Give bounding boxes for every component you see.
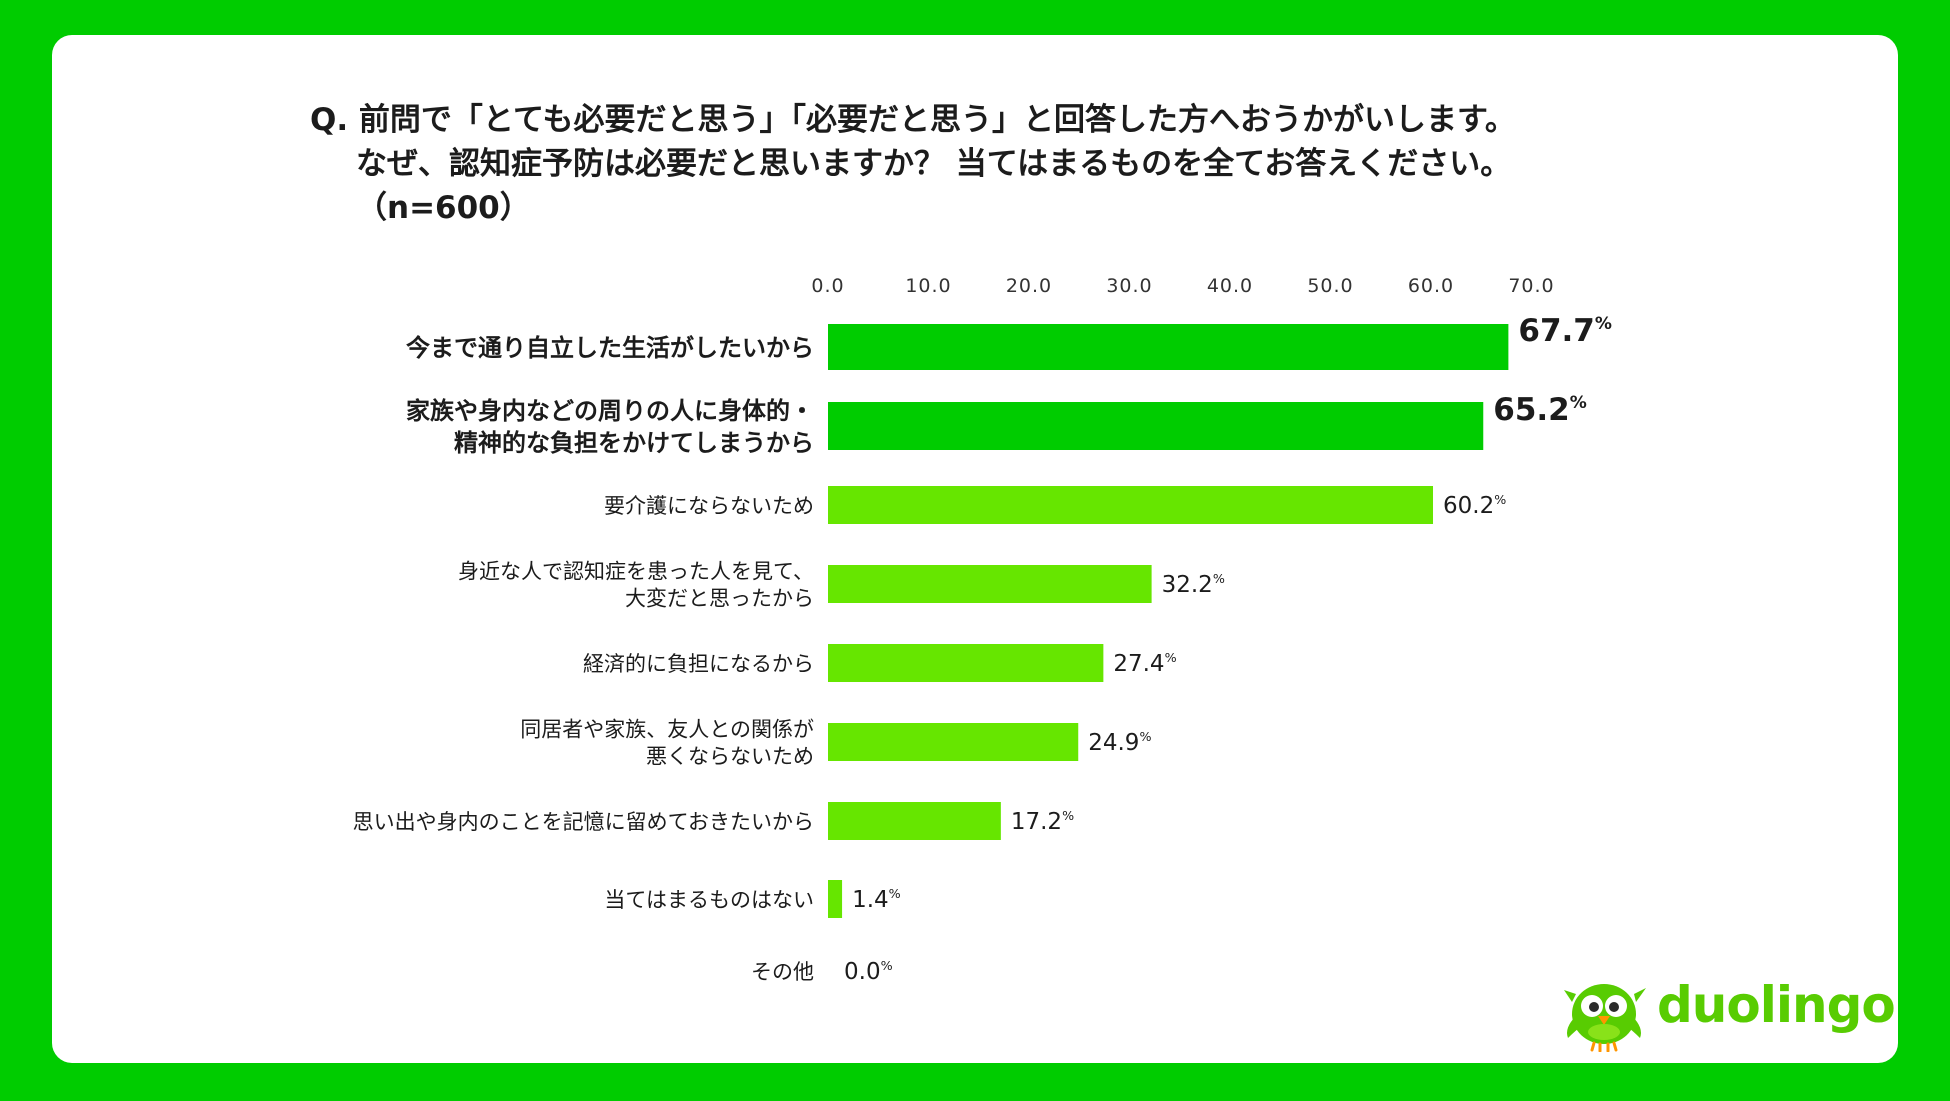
question-title-line-1: Q. 前問で「とても必要だと思う」「必要だと思う」と回答した方へおうかがいします… bbox=[310, 102, 1516, 138]
value-label: 17.2% bbox=[1011, 808, 1074, 835]
x-tick-label: 20.0 bbox=[1006, 275, 1052, 297]
x-tick-label: 0.0 bbox=[811, 275, 844, 297]
percent-unit: % bbox=[889, 886, 901, 901]
card bbox=[52, 35, 1898, 1063]
category-label: 家族や身内などの周りの人に身体的・ bbox=[406, 397, 814, 425]
bar bbox=[828, 324, 1509, 370]
percent-unit: % bbox=[1165, 650, 1177, 665]
x-tick-label: 60.0 bbox=[1408, 275, 1454, 297]
category-label: 精神的な負担をかけてしまうから bbox=[454, 429, 814, 457]
percent-unit: % bbox=[1494, 492, 1506, 507]
value-label: 67.7% bbox=[1518, 313, 1612, 349]
x-tick-label: 40.0 bbox=[1207, 275, 1253, 297]
value-label: 65.2% bbox=[1493, 392, 1587, 428]
bar bbox=[828, 644, 1104, 682]
bar bbox=[828, 723, 1079, 761]
category-label: その他 bbox=[751, 960, 814, 984]
category-label: 要介護にならないため bbox=[604, 494, 814, 518]
value-label: 60.2% bbox=[1443, 492, 1506, 519]
category-label: 経済的に負担になるから bbox=[583, 652, 814, 676]
value-label: 24.9% bbox=[1088, 729, 1151, 756]
question-sample-size: （n=600） bbox=[356, 190, 531, 226]
value-label: 1.4% bbox=[852, 886, 901, 913]
category-label: 当てはまるものはない bbox=[604, 888, 814, 912]
bar bbox=[828, 880, 843, 918]
bar bbox=[828, 565, 1152, 603]
duolingo-owl-icon bbox=[1564, 984, 1646, 1052]
percent-unit: % bbox=[1595, 314, 1612, 334]
category-label: 同居者や家族、友人との関係が bbox=[520, 718, 814, 742]
question-title-line-2: なぜ、認知症予防は必要だと思いますか？ 当てはまるものを全てお答えください。 bbox=[356, 146, 1512, 182]
x-tick-label: 30.0 bbox=[1106, 275, 1152, 297]
x-tick-label: 10.0 bbox=[905, 275, 951, 297]
bar bbox=[828, 802, 1001, 840]
percent-unit: % bbox=[1139, 729, 1151, 744]
x-tick-label: 70.0 bbox=[1508, 275, 1554, 297]
value-label: 27.4% bbox=[1113, 650, 1176, 677]
percent-unit: % bbox=[1570, 393, 1587, 413]
value-label: 0.0% bbox=[844, 958, 893, 985]
category-label: 思い出や身内のことを記憶に留めておきたいから bbox=[353, 810, 814, 834]
percent-unit: % bbox=[1213, 571, 1225, 586]
percent-unit: % bbox=[881, 958, 893, 973]
bar bbox=[828, 402, 1484, 450]
value-label: 32.2% bbox=[1162, 571, 1225, 598]
category-label: 今まで通り自立した生活がしたいから bbox=[406, 334, 814, 362]
percent-unit: % bbox=[1062, 808, 1074, 823]
category-label: 悪くならないため bbox=[646, 745, 814, 769]
bar bbox=[828, 486, 1434, 524]
x-tick-label: 50.0 bbox=[1307, 275, 1353, 297]
duolingo-logo-text: duolingo bbox=[1657, 976, 1896, 1034]
category-label: 身近な人で認知症を患った人を見て、 bbox=[458, 560, 814, 584]
category-label: 大変だと思ったから bbox=[625, 587, 814, 611]
